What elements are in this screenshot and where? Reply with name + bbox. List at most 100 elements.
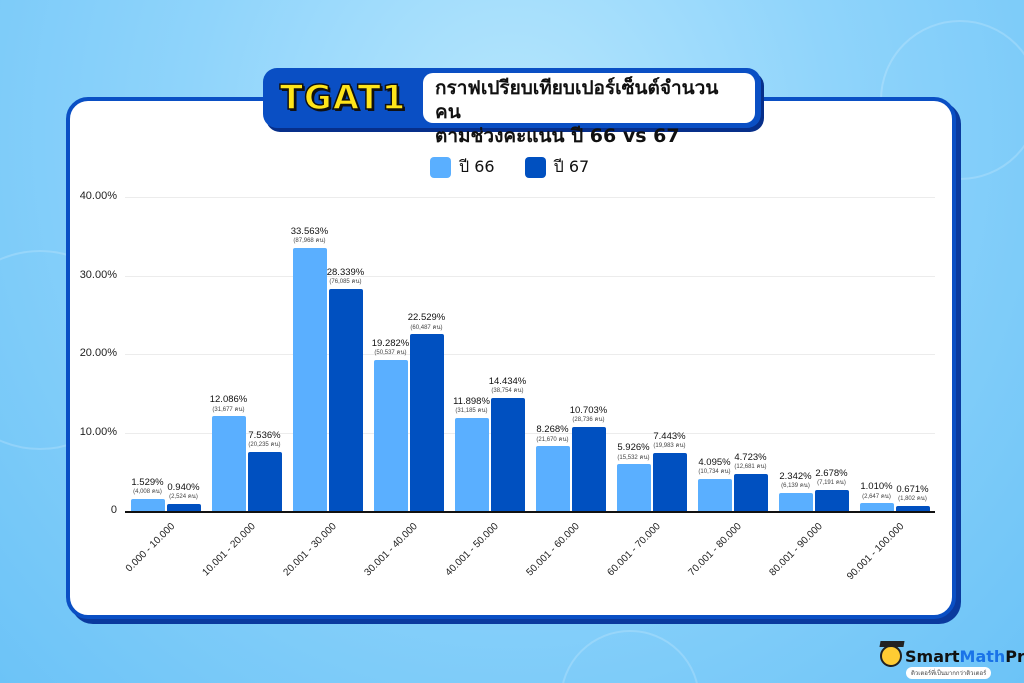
percent-label: 1.010% [860, 481, 893, 493]
brand-logo: SmartMathPro [879, 641, 1024, 667]
bar-66 [697, 478, 732, 511]
bar-value-label: 2.678% (7,191 คน) [797, 469, 867, 487]
bar-66 [454, 417, 489, 511]
bar-67 [652, 452, 687, 511]
bar-66 [778, 492, 813, 511]
x-tick-label: 60.001 - 70.000 [605, 521, 664, 579]
chart-title: กราฟเปรียบเทียบเปอร์เซ็นต์จำนวนคน ตามช่ว… [423, 73, 755, 147]
bar-value-label: 19.282% (50,537 คน) [356, 339, 426, 357]
bar-value-label: 10.703% (28,736 คน) [554, 406, 624, 424]
count-label: (2,524 คน) [169, 494, 198, 501]
brand-name-smart: Smart [905, 646, 960, 666]
percent-label: 22.529% [407, 312, 446, 324]
bar-67 [328, 288, 363, 511]
x-tick-label: 80.001 - 90.000 [767, 521, 826, 579]
percent-label: 2.678% [815, 467, 848, 479]
count-label: (21,670 คน) [536, 436, 569, 443]
count-label: (60,487 คน) [410, 324, 443, 331]
bar-value-label: 11.898% (31,185 คน) [437, 397, 507, 415]
percent-label: 33.563% [290, 225, 329, 237]
percent-label: 11.898% [453, 395, 490, 407]
title-line-1: กราฟเปรียบเทียบเปอร์เซ็นต์จำนวนคน [435, 77, 719, 123]
count-label: (19,983 คน) [653, 443, 686, 450]
legend-swatch-66 [430, 157, 451, 178]
percent-label: 7.443% [653, 430, 686, 442]
gridline [125, 354, 935, 355]
y-tick-label: 10.00% [79, 425, 117, 438]
x-tick-label: 30.001 - 40.000 [362, 521, 421, 579]
brand-name-pro: Pro [1005, 646, 1024, 666]
x-tick-label: 50.001 - 60.000 [524, 521, 583, 579]
percent-label: 1.529% [131, 476, 164, 488]
bar-66 [616, 464, 651, 511]
title-banner: TGAT1 กราฟเปรียบเทียบเปอร์เซ็นต์จำนวนคน … [263, 68, 761, 147]
percent-label: 14.434% [488, 375, 527, 387]
gridline [125, 275, 935, 277]
bar-67 [166, 503, 201, 511]
bar-67 [490, 397, 525, 511]
gridline [125, 197, 935, 198]
legend-swatch-67 [524, 157, 546, 178]
bar-value-label: 0.671% (1,802 คน) [878, 485, 948, 503]
count-label: (31,677 คน) [212, 406, 245, 413]
percent-label: 0.940% [167, 481, 200, 493]
bar-66 [211, 416, 246, 511]
bar-67 [814, 489, 849, 511]
percent-label: 19.282% [371, 337, 410, 349]
bar-66 [859, 503, 894, 511]
percent-label: 10.703% [569, 404, 608, 416]
count-label: (38,754 คน) [491, 388, 524, 395]
bar-67 [571, 426, 606, 511]
count-label: (28,736 คน) [572, 417, 605, 424]
chart-legend: ปี 66 ปี 67 [430, 155, 589, 180]
bar-67 [733, 473, 768, 511]
bar-67 [409, 334, 444, 511]
count-label: (76,085 คน) [329, 279, 362, 286]
x-tick-label: 90.001 - 100.000 [845, 521, 907, 583]
bar-66 [535, 446, 570, 511]
brand-tagline: ติวเตอร์ที่เป็นมากกว่าติวเตอร์ [906, 667, 992, 679]
legend-item-67: ปี 67 [524, 155, 590, 180]
bar-value-label: 14.434% (38,754 คน) [473, 377, 543, 395]
count-label: (1,802 คน) [898, 496, 927, 503]
bar-66 [292, 247, 327, 511]
bar-value-label: 33.563% (87,968 คน) [275, 227, 345, 245]
count-label: (15,532 คน) [617, 454, 650, 461]
count-label: (12,681 คน) [734, 464, 767, 471]
bar-value-label: 4.723% (12,681 คน) [716, 453, 786, 471]
count-label: (20,235 คน) [248, 442, 281, 449]
percent-label: 8.268% [536, 424, 569, 436]
x-tick-label: 0.000 - 10.000 [123, 521, 178, 575]
count-label: (50,537 คน) [374, 350, 407, 357]
x-tick-label: 10.001 - 20.000 [200, 521, 259, 579]
legend-label-66: ปี 66 [459, 157, 495, 176]
bar-value-label: 0.940% (2,524 คน) [149, 483, 219, 501]
y-tick-label: 40.00% [79, 190, 117, 202]
count-label: (10,734 คน) [698, 469, 731, 476]
percent-label: 2.342% [779, 470, 812, 482]
bar-value-label: 1.529% (4,008 คน) [113, 478, 183, 496]
bar-value-label: 22.529% (60,487 คน) [392, 313, 462, 331]
bar-value-label: 2.342% (6,139 คน) [761, 472, 831, 490]
bar-value-label: 28.339% (76,085 คน) [311, 268, 381, 286]
bar-value-label: 8.268% (21,670 คน) [518, 425, 588, 443]
exam-badge: TGAT1 [279, 77, 407, 119]
brand-name-math: Math [959, 646, 1006, 666]
count-label: (2,647 คน) [862, 493, 891, 500]
percent-label: 4.095% [698, 456, 731, 468]
bar-value-label: 1.010% (2,647 คน) [842, 482, 912, 500]
bar-66 [373, 359, 408, 511]
legend-label-67: ปี 67 [553, 157, 590, 176]
percent-label: 5.926% [617, 442, 650, 454]
x-tick-label: 20.001 - 30.000 [281, 521, 340, 579]
title-line-2: ตามช่วงคะแนน ปี 66 vs 67 [435, 125, 680, 147]
bar-66 [130, 498, 165, 511]
gridline [125, 432, 935, 434]
x-axis-line [125, 511, 935, 513]
legend-item-66: ปี 66 [430, 155, 495, 180]
count-label: (31,185 คน) [455, 408, 488, 415]
count-label: (87,968 คน) [293, 238, 326, 245]
percent-label: 7.536% [248, 429, 281, 441]
bar-value-label: 12.086% (31,677 คน) [194, 395, 264, 413]
